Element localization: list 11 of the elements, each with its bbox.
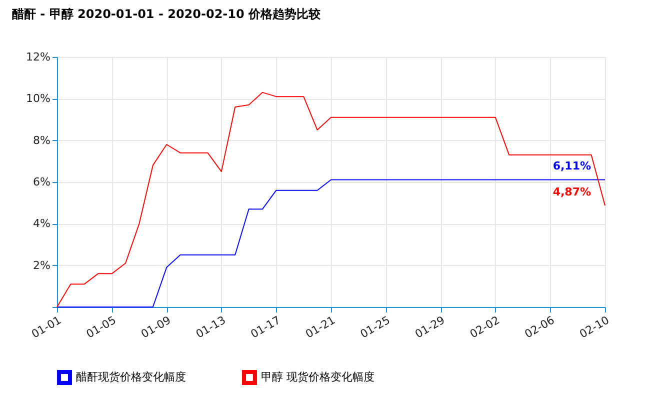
y-tick-label: 6% bbox=[33, 176, 50, 188]
legend-label: 醋酐现货价格变化幅度 bbox=[76, 370, 186, 384]
y-tick-label: 10% bbox=[26, 92, 50, 106]
data-label: 6,11% bbox=[552, 160, 591, 173]
y-tick-label: 12% bbox=[26, 50, 50, 64]
y-tick-label: 8% bbox=[33, 134, 50, 147]
y-tick-label: 2% bbox=[33, 258, 50, 272]
chart-title: 醋酐 - 甲醇 2020-01-01 - 2020-02-10 价格趋势比较 bbox=[12, 7, 322, 21]
data-label: 4,87% bbox=[552, 186, 591, 199]
y-tick-label: 4% bbox=[33, 217, 50, 230]
legend-label: 甲醇 现货价格变化幅度 bbox=[261, 370, 374, 384]
